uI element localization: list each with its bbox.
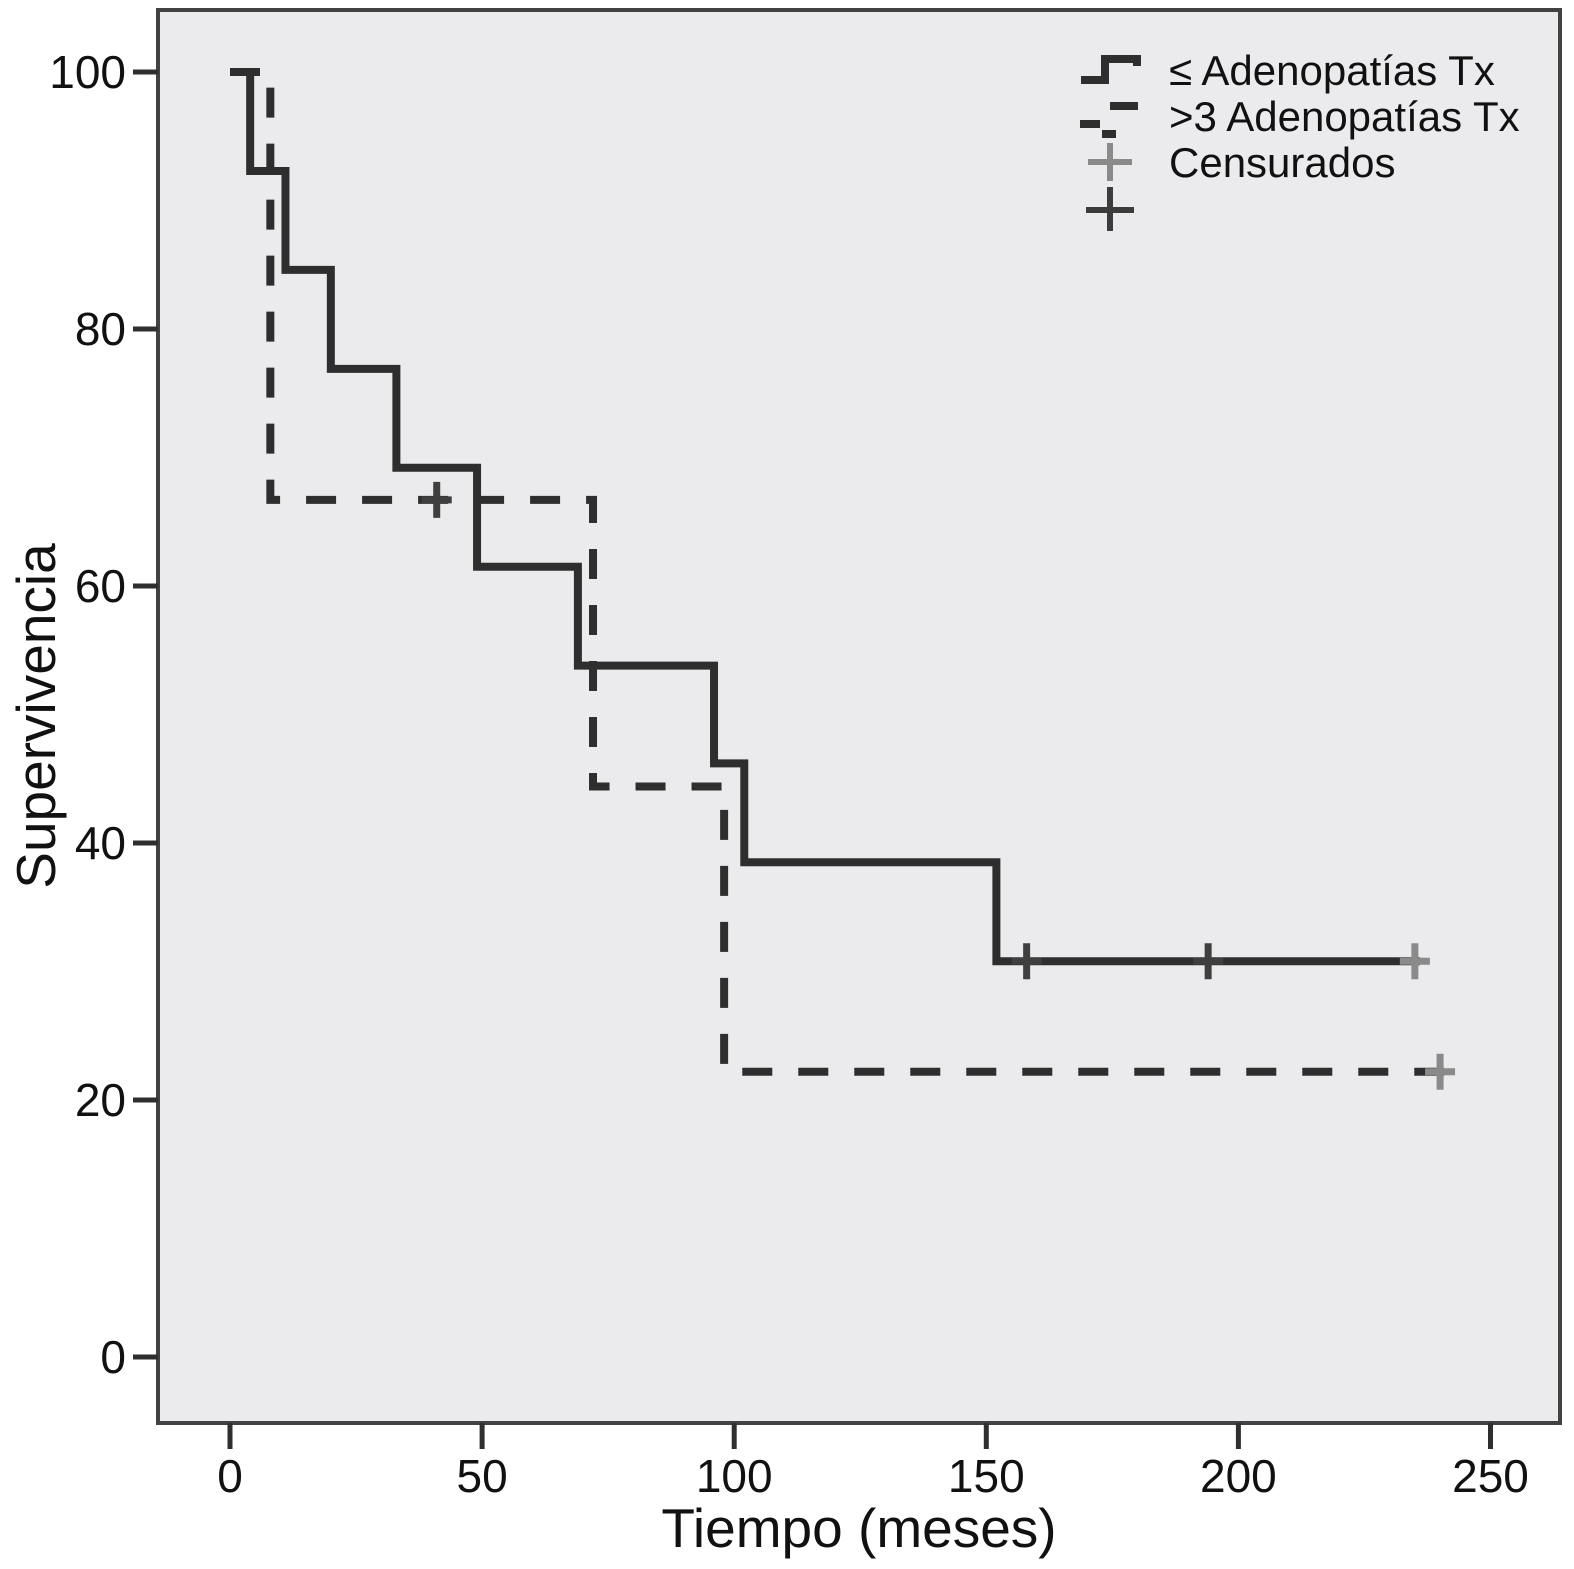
y-tick-label: 80 [75,303,126,355]
x-axis-title: Tiempo (meses) [661,1497,1057,1559]
y-tick-label: 60 [75,560,126,612]
legend-row-censored-dark [1078,186,1520,232]
x-tick-label: 200 [1200,1450,1277,1502]
legend-label: Censurados [1169,139,1396,186]
solid-step-line-icon [1081,55,1141,84]
legend: ≤ Adenopatías Tx >3 Adenopatías Tx Censu… [1078,48,1520,232]
dashed-line-icon [1080,102,1138,138]
x-tick-label: 150 [948,1450,1025,1502]
x-tick-label: 250 [1452,1450,1529,1502]
y-axis-title: Supervivencia [5,543,67,889]
plot-area [156,8,1562,1425]
y-tick-label: 0 [100,1331,126,1383]
legend-label: >3 Adenopatías Tx [1169,93,1520,140]
x-tick-label: 50 [457,1450,508,1502]
plus-dark-icon [1086,187,1134,231]
y-tick-label: 100 [49,46,126,98]
y-tick-label: 40 [75,817,126,869]
legend-row-solid-series: ≤ Adenopatías Tx [1078,48,1520,94]
censor-mark [1193,943,1224,980]
censor-mark [421,481,452,518]
censor-mark [1425,1053,1456,1090]
x-tick-label: 0 [217,1450,243,1502]
legend-label: ≤ Adenopatías Tx [1169,47,1495,94]
km-curve-solid [230,68,1420,966]
censor-mark [1399,943,1430,980]
legend-row-dashed-series: >3 Adenopatías Tx [1078,94,1520,140]
x-tick-label: 100 [696,1450,773,1502]
censor-mark [1011,943,1042,980]
plus-gray-icon [1088,143,1132,181]
legend-row-censored: Censurados [1078,140,1520,186]
y-tick-label: 20 [75,1074,126,1126]
